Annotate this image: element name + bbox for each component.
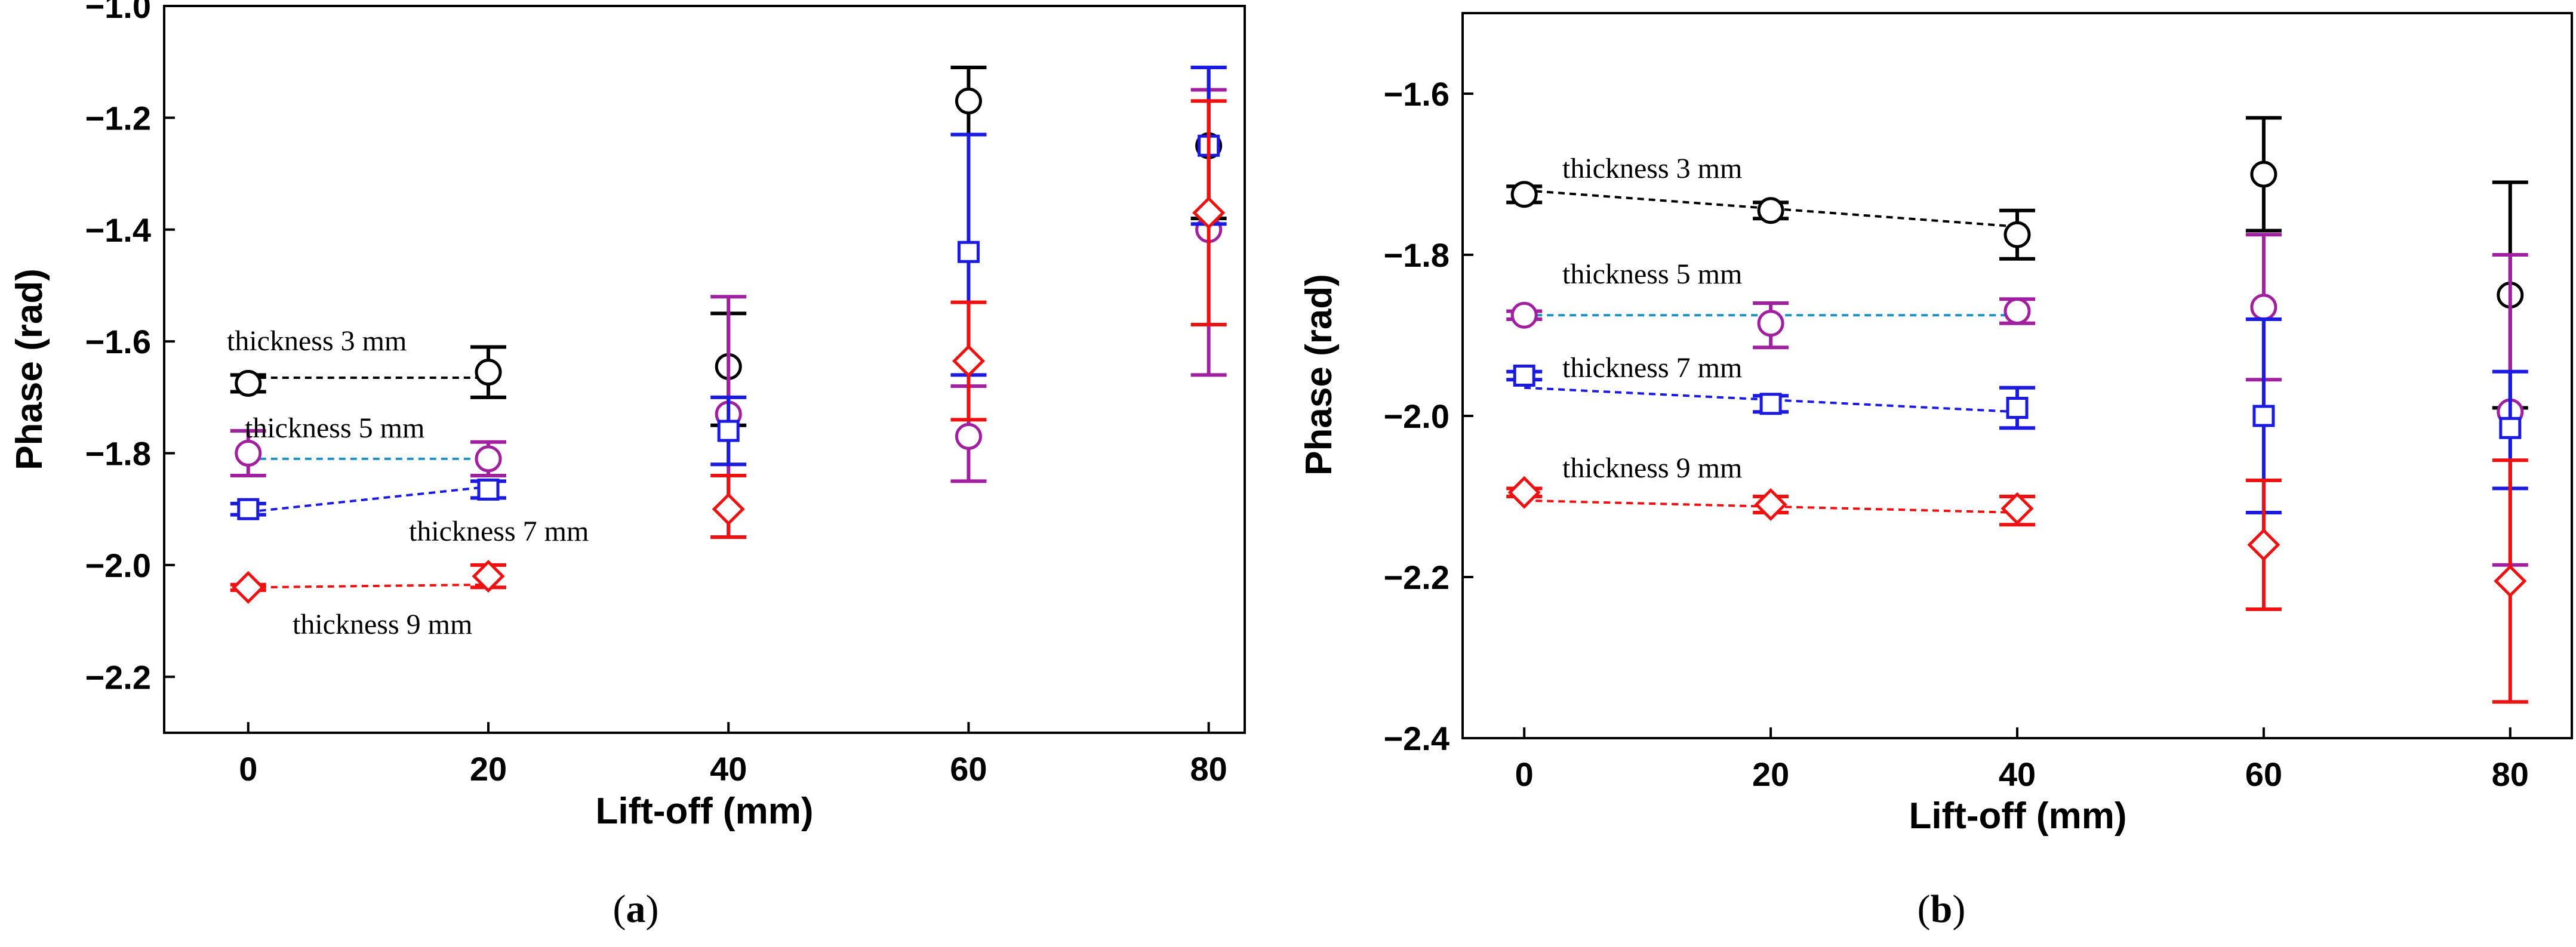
series-3mm-point xyxy=(1510,181,1538,208)
series-7mm-point xyxy=(477,478,500,501)
axes-a: 0 20 40 60 80 −2.2 −2.0 −1.8 −1.6 −1.4 −1.2 −1.0 xyxy=(85,0,1227,788)
y-tick-label: −2.0 xyxy=(1383,397,1449,435)
axes-b: 0 20 40 60 80 −2.4 −2.2 −2.0 −1.8 −1.6 xyxy=(1383,75,2528,793)
y-tick-label: −1.0 xyxy=(85,0,151,25)
panel-a: 0 20 40 60 80 −2.2 −2.0 −1.8 −1.6 −1.4 −1.2 −1.0 th… xyxy=(9,0,1246,931)
series-9mm-point xyxy=(2494,565,2527,598)
series-7mm-point xyxy=(237,498,260,520)
series-3mm-point xyxy=(1757,197,1784,224)
x-tick-label: 80 xyxy=(1190,750,1227,788)
series-label-b-7mm: thickness 7 mm xyxy=(1562,352,1742,384)
x-tick-label: 60 xyxy=(950,750,987,788)
series-5mm-point xyxy=(1757,310,1784,337)
x-tick-label: 40 xyxy=(1999,755,2036,793)
series-7mm-fit-line xyxy=(1524,386,2018,414)
y-tick-label: −2.4 xyxy=(1383,720,1449,757)
y-tick-label: −1.8 xyxy=(85,435,151,473)
series-9mm-point xyxy=(232,570,265,604)
series-3mm-point xyxy=(2003,221,2031,248)
series-label-b-5mm: thickness 5 mm xyxy=(1562,258,1742,290)
x-tick-label: 20 xyxy=(470,750,507,788)
y-tick-label: −2.0 xyxy=(85,547,151,584)
series-5mm-point xyxy=(1510,301,1538,329)
marks-a xyxy=(230,66,1227,604)
x-axis-title-a: Lift-off (mm) xyxy=(596,791,814,832)
series-7mm-point xyxy=(2252,405,2275,427)
series-9mm-point xyxy=(712,492,745,526)
series-9mm-point xyxy=(2001,492,2034,525)
series-7mm-point xyxy=(717,419,740,442)
series-7mm-point xyxy=(1759,393,1782,415)
x-tick-label: 80 xyxy=(2492,755,2529,793)
series-9mm-point xyxy=(2247,528,2280,562)
panel-b: 0 20 40 60 80 −2.4 −2.2 −2.0 −1.8 −1.6 thickness … xyxy=(1298,12,2573,931)
series-label-b-9mm: thickness 9 mm xyxy=(1562,452,1742,484)
series-3mm-point xyxy=(475,359,502,386)
series-9mm-point xyxy=(1754,488,1787,522)
y-tick-label: −1.8 xyxy=(1383,236,1449,274)
series-3mm-point xyxy=(955,87,982,115)
series-5mm-point xyxy=(475,445,502,473)
series-label-a-3mm: thickness 3 mm xyxy=(227,325,407,357)
x-tick-label: 40 xyxy=(710,750,747,788)
x-axis-title-b: Lift-off (mm) xyxy=(1909,795,2127,837)
y-tick-label: −1.6 xyxy=(85,323,151,360)
series-9mm-point xyxy=(1507,476,1541,509)
series-9mm-point xyxy=(1192,196,1226,230)
series-3mm-fit-line xyxy=(1524,189,2018,228)
series-label-b-3mm: thickness 3 mm xyxy=(1562,153,1742,184)
series-7mm-fit-line xyxy=(248,485,489,513)
x-tick-label: 0 xyxy=(239,750,257,788)
series-5mm-point xyxy=(235,440,262,467)
series-7mm-point xyxy=(1513,365,1535,387)
series-5mm-point xyxy=(2003,298,2031,325)
y-tick-label: −2.2 xyxy=(85,658,151,696)
series-3mm-point xyxy=(2250,161,2278,188)
series-7mm-point xyxy=(2006,397,2029,419)
plot-frame-a xyxy=(163,5,1246,734)
series-label-a-9mm: thickness 9 mm xyxy=(293,609,472,640)
panel-caption-b: (b) xyxy=(1918,887,1966,931)
x-tick-label: 20 xyxy=(1752,755,1789,793)
x-tick-label: 60 xyxy=(2245,755,2282,793)
series-9mm-point xyxy=(952,344,985,378)
series-3mm-point xyxy=(235,369,262,397)
series-7mm-point xyxy=(957,240,980,263)
series-label-a-7mm: thickness 7 mm xyxy=(409,516,589,547)
y-tick-label: −2.2 xyxy=(1383,559,1449,596)
y-tick-label: −1.4 xyxy=(85,211,151,249)
series-9mm-fit-line xyxy=(1524,499,2018,514)
y-axis-title-b: Phase (rad) xyxy=(1298,274,1340,476)
marks-b xyxy=(1506,116,2528,704)
series-5mm-point xyxy=(955,422,982,450)
series-9mm-point xyxy=(472,560,505,593)
series-9mm-fit-line xyxy=(248,583,489,589)
series-label-a-5mm: thickness 5 mm xyxy=(245,412,424,444)
y-tick-label: −1.2 xyxy=(85,99,151,137)
series-5mm-point xyxy=(2250,294,2278,321)
y-axis-title-a: Phase (rad) xyxy=(9,269,50,470)
y-tick-label: −1.6 xyxy=(1383,75,1449,113)
panel-caption-a: (a) xyxy=(613,887,659,931)
series-7mm-point xyxy=(2499,417,2522,439)
x-tick-label: 0 xyxy=(1515,755,1534,793)
